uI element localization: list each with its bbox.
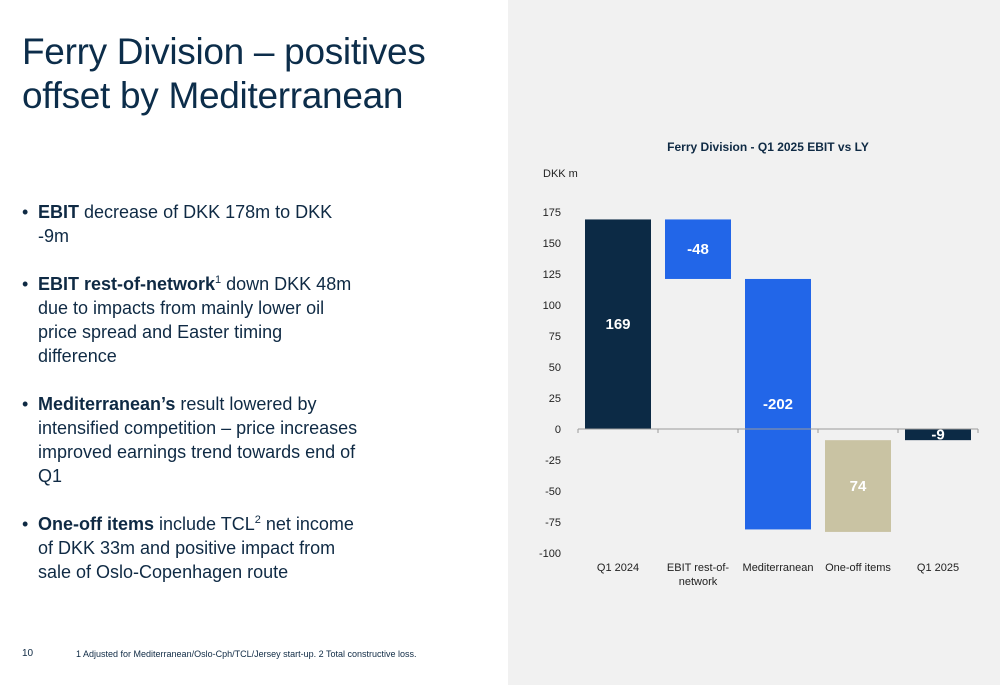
bar-3: [745, 278, 811, 530]
page-title: Ferry Division – positives offset by Med…: [22, 31, 426, 116]
text-panel: Ferry Division – positives offset by Med…: [0, 0, 508, 685]
footnote: 1 Adjusted for Mediterranean/Oslo-Cph/TC…: [76, 649, 417, 659]
y-tick-label: -50: [545, 486, 561, 498]
category-label-layer: Q1 2024 EBIT rest-of-network Mediterranean…: [597, 562, 959, 588]
y-tick-label: 150: [543, 238, 561, 250]
page-number: 10: [22, 648, 34, 659]
bullet-rest-of-network: EBIT rest-of-network1 down DKK 48m due t…: [22, 272, 362, 368]
bar-4: [825, 440, 891, 532]
unit-label: DKK m: [543, 168, 578, 180]
footnote-ref-1: 1: [215, 274, 222, 286]
footnote-ref-2: 2: [254, 514, 261, 526]
bullet-mediterranean-text: result lowered by intensified competitio…: [38, 394, 358, 486]
axis-layer: 175 150 125 100 75 50 25 0 -25 -50 -75 -100: [539, 207, 561, 560]
y-tick-label: 100: [543, 300, 561, 312]
data-label-4: 74: [850, 478, 867, 495]
y-tick-label: 50: [549, 362, 561, 374]
bullet-one-off: One-off items include TCL2 net income of…: [22, 512, 362, 584]
x-tick-label-4: One-off items: [825, 562, 891, 574]
y-tick-label: 175: [543, 207, 561, 219]
data-label-5: -9: [931, 427, 944, 444]
bullet-one-off-text: include TCL: [154, 514, 255, 534]
bar-5: [905, 429, 971, 441]
data-label-1: 169: [605, 316, 630, 333]
data-label-layer: 169 -48 -202 74 -9: [605, 241, 944, 495]
waterfall-chart: Ferry Division - Q1 2025 EBIT vs LY DKK …: [539, 140, 979, 588]
chart-title: Ferry Division - Q1 2025 EBIT vs LY: [667, 140, 869, 154]
x-tick-label-2: EBIT rest-of-network: [667, 562, 729, 588]
bullet-one-off-bold: One-off items: [38, 514, 155, 534]
x-tick-label-5: Q1 2025: [917, 562, 959, 574]
data-label-3: -202: [763, 396, 793, 413]
y-tick-label: 125: [543, 269, 561, 281]
bullet-rest-of-network-bold: EBIT rest-of-network: [38, 274, 216, 294]
x-tick-label-1: Q1 2024: [597, 562, 639, 574]
y-tick-label: 0: [555, 424, 561, 436]
y-tick-label: 25: [549, 393, 561, 405]
bullet-mediterranean: Mediterranean’s result lowered by intens…: [22, 392, 362, 488]
bar-layer: [577, 219, 979, 532]
bar-1: [585, 219, 651, 429]
bullet-mediterranean-bold: Mediterranean’s: [38, 394, 176, 414]
bullet-list: EBIT decrease of DKK 178m to DKK -9m EBI…: [22, 200, 362, 608]
y-tick-label: -75: [545, 517, 561, 529]
bullet-ebit: EBIT decrease of DKK 178m to DKK -9m: [22, 200, 362, 248]
y-tick-label: -25: [545, 455, 561, 467]
bullet-rest-of-network-text: down DKK 48m due to impacts from mainly …: [38, 274, 352, 366]
bullet-ebit-text: decrease of DKK 178m to DKK -9m: [38, 202, 333, 246]
bullet-ebit-bold: EBIT: [38, 202, 80, 222]
bullet-one-off-text-2: net income of DKK 33m and positive impac…: [38, 514, 354, 582]
y-tick-label: -100: [539, 548, 561, 560]
data-label-2: -48: [687, 241, 709, 258]
bar-2: [665, 219, 731, 279]
x-tick-label-3: Mediterranean: [743, 562, 814, 574]
y-tick-label: 75: [549, 331, 561, 343]
